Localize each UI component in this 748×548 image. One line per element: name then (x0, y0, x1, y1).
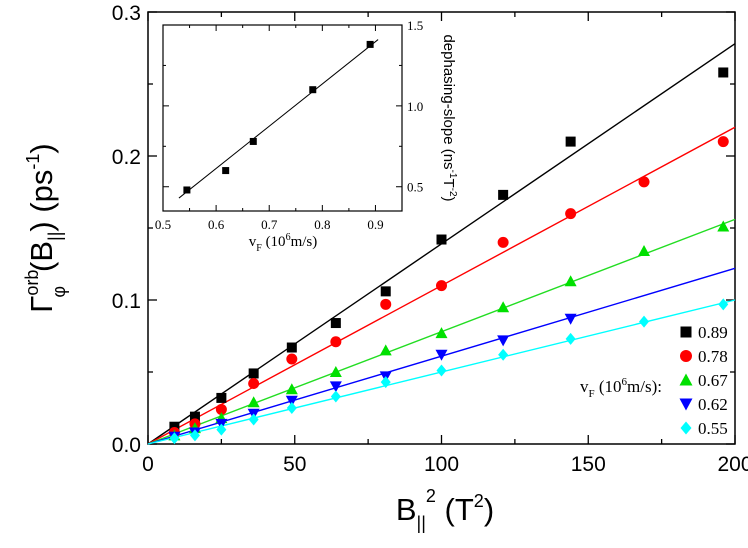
data-point-0.78 (638, 176, 650, 188)
legend-label-0.89: 0.89 (698, 323, 728, 342)
inset-x-tick-label: 0.6 (208, 217, 225, 232)
data-point-0.62 (329, 381, 342, 393)
data-point-0.89 (189, 411, 200, 422)
data-point-0.89 (565, 136, 576, 147)
y-tick-label: 0.1 (112, 290, 141, 313)
inset-x-tick-label: 0.7 (261, 217, 278, 232)
data-point-0.78 (436, 280, 447, 292)
data-point-0.55 (639, 315, 650, 328)
data-point-0.89 (169, 421, 180, 432)
inset-data-point (249, 137, 257, 145)
x-tick-label: 200 (717, 453, 748, 476)
y-tick-label: 0.0 (112, 434, 141, 457)
legend-label-0.67: 0.67 (698, 371, 728, 390)
data-point-0.55 (169, 432, 180, 445)
legend-label-0.78: 0.78 (698, 347, 728, 366)
inset-x-axis-title: vF (106m/s) (249, 232, 317, 254)
data-point-0.78 (380, 298, 392, 310)
data-point-0.62 (497, 335, 510, 347)
data-point-0.55 (330, 390, 341, 403)
legend: 0.89 0.78 0.67 0.62 0.55 (679, 323, 728, 438)
inset-x-tick-label: 0.9 (367, 217, 383, 232)
data-point-0.62 (564, 313, 577, 325)
data-point-0.67 (717, 220, 730, 232)
data-point-0.89 (498, 189, 509, 200)
data-point-0.89 (718, 67, 729, 78)
main-tick-labels: 0 50 100 150 200 0.0 0.1 0.2 0.3 (112, 2, 748, 476)
data-point-0.67 (379, 344, 392, 356)
data-point-0.55 (498, 348, 509, 361)
main-data-points (168, 67, 730, 445)
inset-fit-line (178, 39, 379, 199)
legend-title: vF (106m/s): (580, 376, 662, 400)
data-point-0.55 (565, 332, 576, 345)
y-tick-label: 0.2 (112, 146, 141, 169)
y-tick-label: 0.3 (112, 2, 141, 25)
legend-label-0.62: 0.62 (698, 395, 728, 414)
data-point-0.62 (435, 349, 448, 361)
data-point-0.67 (564, 275, 577, 287)
data-point-0.89 (436, 234, 447, 245)
data-point-0.67 (329, 366, 342, 377)
inset-data-point (222, 167, 230, 175)
data-point-0.78 (286, 353, 298, 365)
inset-y-axis-title-text: dephasing-slope (ns-1T-2) (440, 34, 458, 201)
inset-y-tick-label: 0.5 (407, 180, 423, 195)
legend-marker-0.62 (679, 398, 693, 411)
x-tick-label: 150 (571, 453, 606, 476)
x-axis-title: B||2 (T2) (396, 486, 494, 533)
data-point-0.55 (718, 298, 729, 311)
data-point-0.89 (330, 318, 341, 329)
x-tick-label: 0 (142, 453, 154, 476)
legend-marker-0.78 (680, 350, 692, 362)
inset-data-point (183, 186, 191, 194)
inset-x-tick-label: 0.5 (155, 217, 171, 232)
data-point-0.89 (380, 286, 391, 297)
data-point-0.78 (717, 136, 729, 148)
data-point-0.78 (330, 336, 342, 348)
data-point-0.78 (497, 236, 509, 248)
inset-data-point (366, 40, 374, 48)
data-point-0.55 (189, 429, 200, 442)
legend-marker-0.67 (679, 373, 693, 386)
data-point-0.78 (215, 403, 227, 415)
data-point-0.67 (247, 396, 260, 408)
inset-data-points (183, 40, 374, 194)
x-tick-label: 100 (424, 453, 459, 476)
inset-fit (178, 39, 379, 199)
data-point-0.67 (435, 327, 448, 339)
data-point-0.55 (216, 423, 227, 436)
data-point-0.78 (565, 208, 577, 220)
inset-data-point (309, 86, 317, 94)
data-point-0.67 (497, 301, 510, 313)
legend-marker-0.89 (680, 326, 692, 338)
data-point-0.55 (436, 364, 447, 377)
inset-tick-labels: 0.5 0.6 0.7 0.8 0.9 0.5 1.0 1.5 (155, 18, 423, 232)
data-point-0.55 (248, 413, 259, 426)
y-axis-title-text: Γorb φ(B||) (ps-1) (22, 143, 69, 312)
legend-marker-0.55 (680, 421, 692, 435)
inset-y-tick-label: 1.0 (407, 99, 423, 114)
inset-y-tick-label: 1.5 (407, 18, 423, 33)
data-point-0.67 (285, 383, 298, 395)
y-axis-title: Γorb φ(B||) (ps-1) (22, 143, 69, 312)
data-point-0.89 (248, 368, 259, 379)
inset-x-tick-label: 0.8 (314, 217, 330, 232)
inset-ticks (162, 24, 403, 211)
inset-frame (162, 24, 403, 212)
data-point-0.55 (380, 376, 391, 389)
data-point-0.55 (286, 402, 297, 414)
data-point-0.67 (638, 245, 651, 257)
data-point-0.89 (286, 342, 297, 353)
inset-y-axis-title: dephasing-slope (ns-1T-2) (440, 34, 458, 201)
legend-label-0.55: 0.55 (698, 419, 728, 438)
data-point-0.78 (248, 378, 260, 390)
data-point-0.62 (285, 395, 298, 407)
x-tick-label: 50 (283, 453, 306, 476)
data-point-0.89 (216, 392, 227, 403)
